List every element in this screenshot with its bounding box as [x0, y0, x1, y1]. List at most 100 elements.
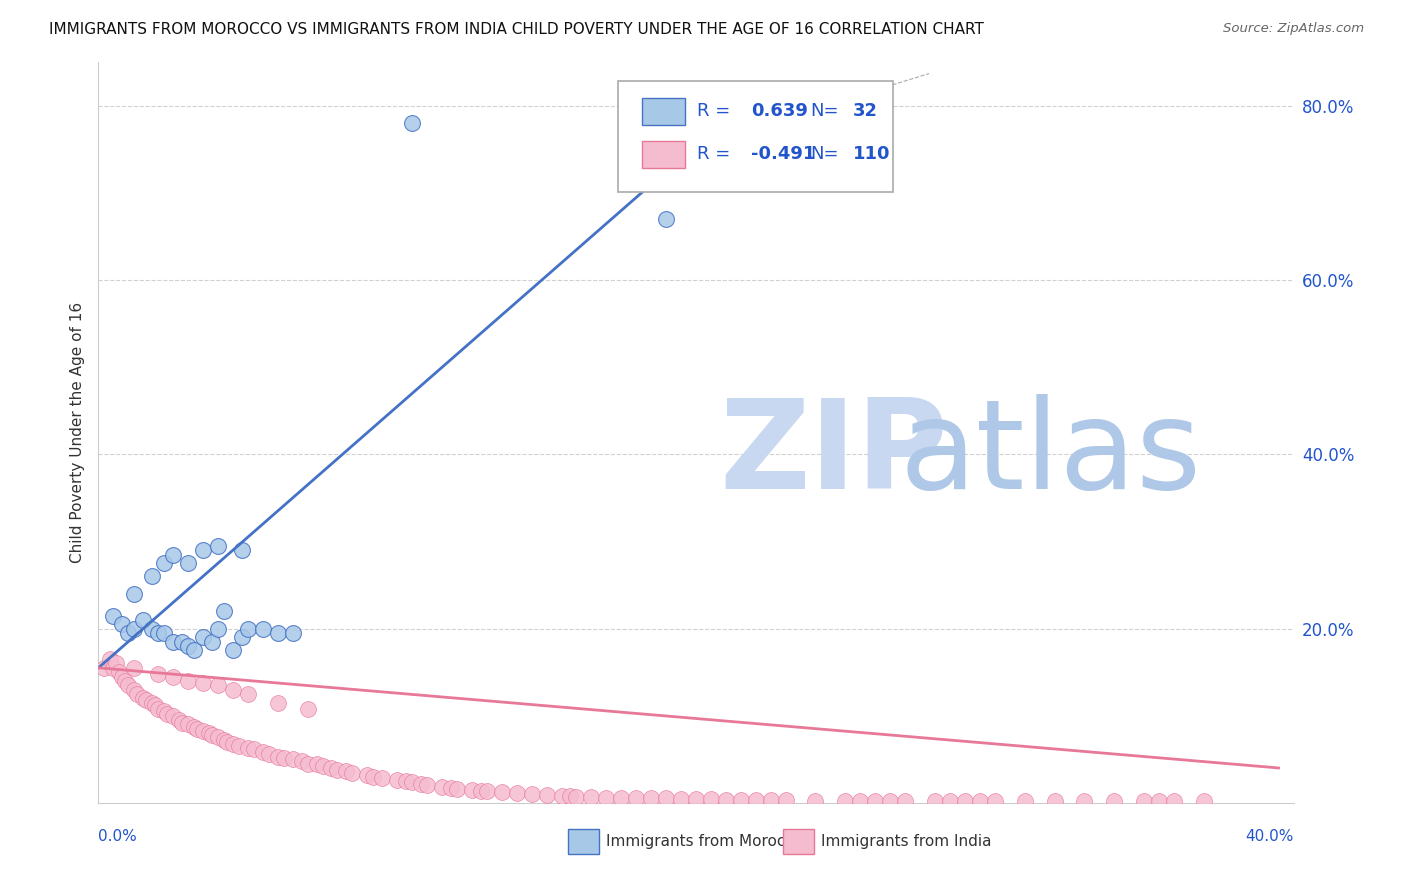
- Point: [117, 626, 139, 640]
- Point: [124, 622, 146, 636]
- FancyBboxPatch shape: [643, 98, 685, 125]
- Point: [401, 775, 423, 789]
- Point: [655, 791, 678, 805]
- FancyBboxPatch shape: [783, 829, 814, 854]
- Point: [191, 630, 214, 644]
- Point: [1043, 794, 1066, 808]
- Point: [267, 696, 290, 710]
- Point: [231, 543, 253, 558]
- Point: [148, 626, 170, 640]
- Point: [215, 735, 238, 749]
- Point: [834, 794, 856, 808]
- Text: Source: ZipAtlas.com: Source: ZipAtlas.com: [1223, 22, 1364, 36]
- Point: [491, 785, 513, 799]
- Point: [148, 666, 170, 681]
- Point: [371, 772, 394, 786]
- Point: [222, 682, 245, 697]
- Point: [153, 626, 176, 640]
- Point: [321, 761, 343, 775]
- FancyBboxPatch shape: [568, 829, 599, 854]
- Point: [172, 634, 194, 648]
- Point: [311, 759, 333, 773]
- Point: [297, 756, 319, 771]
- Point: [506, 786, 529, 800]
- Point: [595, 790, 617, 805]
- Point: [111, 617, 134, 632]
- Point: [939, 794, 962, 808]
- Point: [191, 675, 214, 690]
- Point: [804, 794, 827, 808]
- Point: [228, 739, 250, 754]
- Point: [281, 752, 304, 766]
- Point: [212, 733, 235, 747]
- Point: [222, 737, 245, 751]
- Point: [924, 794, 946, 808]
- Point: [207, 678, 229, 692]
- Point: [135, 693, 157, 707]
- FancyBboxPatch shape: [643, 141, 685, 168]
- Point: [581, 789, 603, 804]
- Point: [879, 794, 901, 808]
- Point: [186, 722, 208, 736]
- Point: [1014, 794, 1036, 808]
- Point: [183, 643, 205, 657]
- Text: IMMIGRANTS FROM MOROCCO VS IMMIGRANTS FROM INDIA CHILD POVERTY UNDER THE AGE OF : IMMIGRANTS FROM MOROCCO VS IMMIGRANTS FR…: [49, 22, 984, 37]
- Point: [759, 793, 782, 807]
- Point: [363, 770, 385, 784]
- Point: [207, 539, 229, 553]
- Point: [162, 634, 184, 648]
- Point: [198, 726, 221, 740]
- Point: [1147, 794, 1170, 808]
- Point: [281, 626, 304, 640]
- Point: [560, 789, 582, 803]
- Point: [520, 787, 543, 801]
- Point: [273, 750, 295, 764]
- Point: [201, 634, 224, 648]
- Text: N=: N=: [811, 103, 839, 120]
- Point: [1104, 794, 1126, 808]
- Point: [124, 661, 146, 675]
- Point: [1163, 794, 1185, 808]
- Point: [167, 713, 190, 727]
- Point: [700, 792, 723, 806]
- Point: [714, 793, 737, 807]
- Point: [162, 669, 184, 683]
- Point: [640, 791, 662, 805]
- Point: [267, 749, 290, 764]
- Point: [162, 548, 184, 562]
- Point: [162, 708, 184, 723]
- Point: [730, 793, 752, 807]
- Point: [243, 741, 266, 756]
- Point: [440, 780, 463, 795]
- Point: [103, 661, 125, 675]
- Point: [291, 754, 314, 768]
- Point: [117, 678, 139, 692]
- Point: [103, 608, 125, 623]
- Point: [745, 793, 768, 807]
- Point: [470, 783, 492, 797]
- Point: [252, 745, 274, 759]
- Text: N=: N=: [811, 145, 839, 163]
- Point: [305, 757, 328, 772]
- Point: [177, 673, 200, 688]
- Point: [172, 715, 194, 730]
- Point: [191, 543, 214, 558]
- Point: [127, 687, 149, 701]
- Text: ZIP: ZIP: [720, 394, 949, 516]
- FancyBboxPatch shape: [619, 81, 893, 192]
- Point: [1133, 794, 1156, 808]
- Point: [231, 630, 253, 644]
- Point: [461, 782, 484, 797]
- Point: [212, 604, 235, 618]
- Text: R =: R =: [697, 103, 730, 120]
- Point: [252, 622, 274, 636]
- Point: [385, 773, 409, 788]
- Point: [153, 704, 176, 718]
- Point: [191, 724, 214, 739]
- Point: [430, 780, 453, 794]
- Point: [565, 789, 588, 804]
- Point: [356, 768, 378, 782]
- Point: [201, 728, 224, 742]
- Point: [1073, 794, 1095, 808]
- Point: [610, 790, 633, 805]
